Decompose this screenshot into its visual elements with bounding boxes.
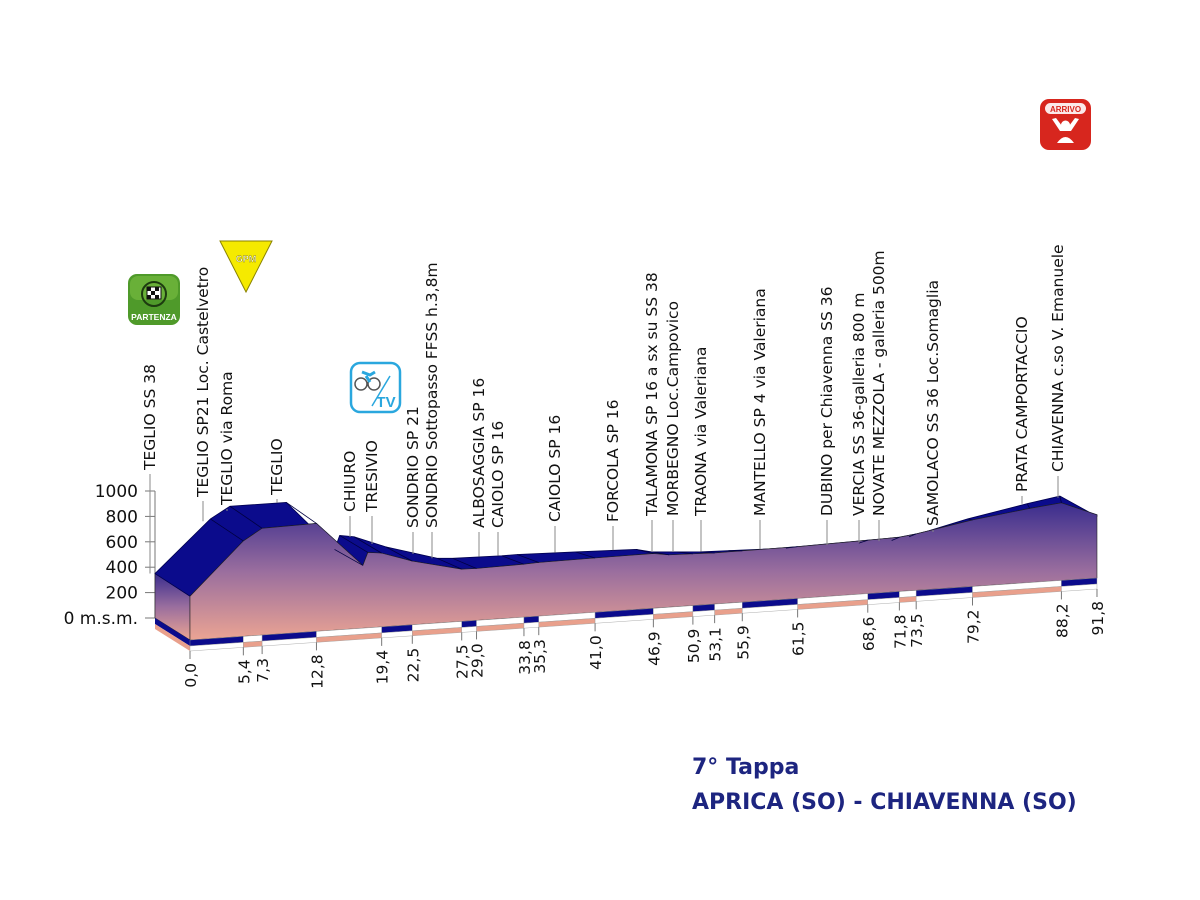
place-label: PRATA CAMPORTACCIO [1013, 316, 1031, 492]
profile-segment-line [699, 551, 715, 554]
km-label: 12,8 [308, 654, 326, 689]
profile-segment-line [334, 549, 364, 566]
profile-segment-line [229, 505, 263, 529]
place-label: MANTELLO SP 4 via Valeriana [751, 288, 769, 516]
profile-segment-line [339, 535, 369, 553]
profile-segment-line [891, 536, 900, 541]
km-label: 5,4 [235, 659, 253, 684]
tv-cyclist-icon: TV [349, 361, 402, 414]
km-label: 41,0 [587, 635, 605, 670]
place-label: CHIAVENNA c.so V. Emanuele [1049, 244, 1067, 472]
base-strip-left-lower [155, 624, 190, 651]
place-label: TRAONA via Valeriana [692, 347, 710, 517]
profile-segment-line [652, 551, 670, 556]
km-label: 0,0 [182, 663, 200, 688]
place-labels: TEGLIO SS 38 TEGLIO SP21 Loc. Castelvetro… [141, 244, 1067, 574]
place-label: TRESIVIO [363, 440, 381, 513]
km-label: 35,3 [531, 639, 549, 674]
km-label: 71,8 [891, 615, 909, 650]
place-label: CAIOLO SP 16 [546, 415, 564, 522]
arrivo-icon: ARRIVO [1040, 99, 1091, 150]
profile-segment-line [967, 518, 973, 521]
place-label: NOVATE MEZZOLA - galleria 500m [870, 250, 888, 516]
profile-segment-line [677, 551, 693, 555]
profile-segment-line [858, 539, 868, 544]
profile-segment-line [353, 536, 382, 554]
km-label: 55,9 [734, 625, 752, 660]
profile-segment-line [575, 551, 596, 559]
km-label: 91,8 [1089, 601, 1107, 636]
place-label: DUBINO per Chiavenna SS 36 [818, 287, 836, 516]
km-label: 29,0 [469, 643, 487, 678]
y-tick-label: 200 [106, 584, 138, 604]
elevation-profile [154, 495, 1098, 651]
km-strip-lower-segment [243, 640, 263, 648]
km-label: 68,6 [860, 617, 878, 652]
place-label: TEGLIO via Roma [218, 371, 236, 506]
km-label: 88,2 [1053, 603, 1071, 638]
place-label: SONDRIO SP 21 [404, 406, 422, 528]
profile-segment-line [636, 549, 654, 554]
gpm-label: GPM [236, 254, 257, 264]
stage-title: 7° Tappa [692, 755, 800, 780]
place-label: SAMOLACO SS 36 Loc.Somaglia [924, 280, 942, 526]
km-label: 27,5 [454, 644, 472, 679]
place-label: CHIURO [341, 451, 359, 512]
place-label: CAIOLO SP 16 [489, 421, 507, 528]
place-label: TEGLIO [268, 438, 286, 496]
km-label: 7,3 [254, 658, 272, 683]
place-label: TEGLIO SS 38 [141, 364, 159, 471]
km-label: 53,1 [707, 627, 725, 662]
km-label: 79,2 [964, 610, 982, 645]
km-label: 61,5 [790, 621, 808, 656]
km-label: 50,9 [685, 629, 703, 664]
place-label: MORBEGNO Loc.Campovico [664, 301, 682, 516]
y-tick-label: 800 [106, 507, 138, 527]
km-labels: 0,0 5,4 7,3 12,8 19,4 22,5 27,529,0 33,835,3 41,… [182, 589, 1107, 689]
km-strip-lower-segment [523, 621, 539, 629]
profile-segment-line [785, 546, 798, 549]
profile-segment-line [286, 502, 317, 524]
profile-segment-line [501, 555, 525, 565]
tv-label: TV [376, 394, 395, 411]
profile-segment-line [1026, 503, 1031, 509]
profile-segment-line [1059, 495, 1062, 503]
place-label: FORCOLA SP 16 [604, 400, 622, 523]
place-label: SONDRIO Sottopasso FFSS h.3,8m [423, 262, 441, 528]
km-label: 22,5 [404, 648, 422, 683]
km-label: 33,8 [516, 640, 534, 675]
partenza-label: PARTENZA [131, 312, 177, 322]
profile-segment-line [908, 533, 917, 538]
partenza-icon: PARTENZA [128, 274, 180, 325]
profile-segment-line [517, 554, 539, 563]
place-label: TEGLIO SP21 Loc. Castelvetro [194, 267, 212, 498]
km-label: 19,4 [374, 650, 392, 685]
y-tick-label: 600 [106, 533, 138, 553]
place-label: TALAMONA SP 16 a sx su SS 38 [643, 272, 661, 517]
y-axis: 0 m.s.m. 200 400 600 800 1000 [64, 482, 156, 629]
profile-segment-line [452, 557, 477, 569]
stage-route: APRICA (SO) - CHIAVENNA (SO) [692, 790, 1077, 815]
place-label: ALBOSAGGIA SP 16 [470, 378, 488, 528]
gpm-triangle-icon: GPM [219, 240, 273, 294]
y-tick-label: 0 m.s.m. [64, 609, 138, 629]
profile-segment-line [210, 518, 244, 542]
y-tick-label: 400 [106, 558, 138, 578]
place-label: VERCIA SS 36-galleria 800 m [850, 293, 868, 516]
profile-segment-line [385, 546, 413, 562]
km-label: 46,9 [645, 631, 663, 666]
km-strip-lower-segment [461, 626, 477, 633]
km-strip [189, 577, 1098, 652]
arrivo-label: ARRIVO [1050, 105, 1081, 114]
km-label: 73,5 [908, 613, 926, 648]
base-strip-left [155, 618, 190, 646]
profile-segment-line [436, 557, 462, 570]
km-strip-lower-segment [899, 596, 917, 603]
y-tick-label: 1000 [95, 482, 138, 502]
